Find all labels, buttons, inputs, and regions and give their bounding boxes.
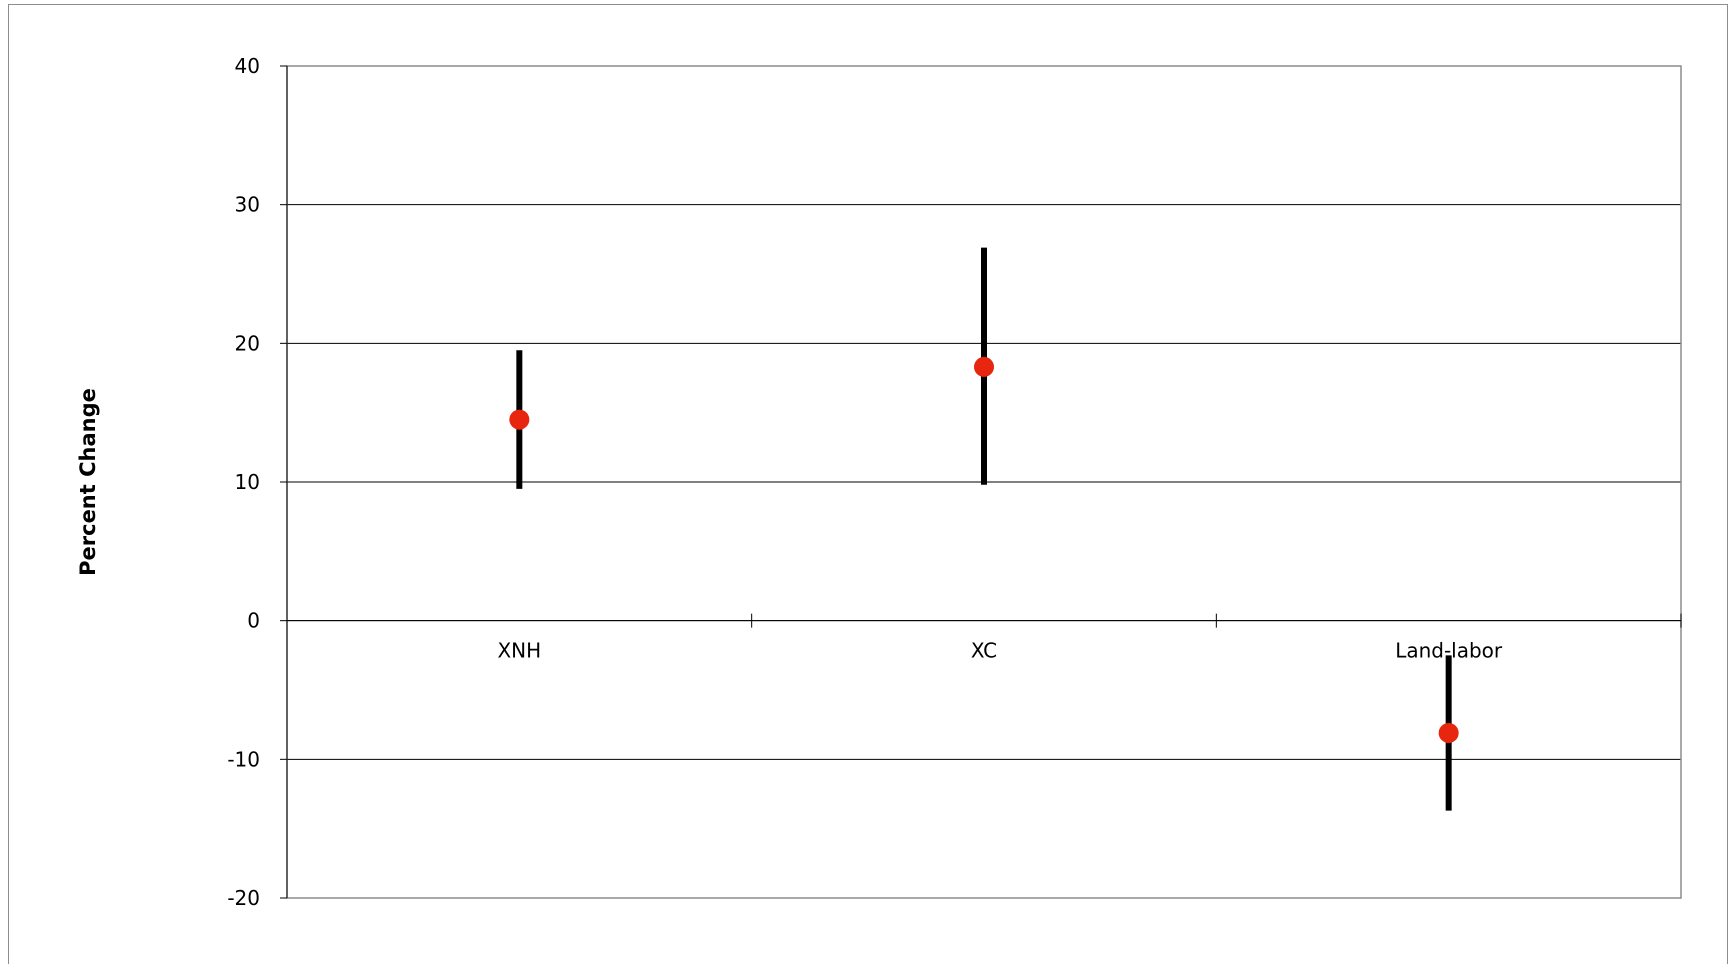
chart-frame <box>8 4 1728 964</box>
x-tick-label-1: XC <box>971 639 997 663</box>
data-point-0 <box>509 409 530 430</box>
y-tick-label-5: 30 <box>235 193 260 217</box>
data-point-1 <box>974 356 994 377</box>
error-bars <box>516 247 1452 811</box>
y-tick-label-2: 0 <box>247 609 260 633</box>
y-tick-label-3: 10 <box>235 470 260 494</box>
y-tick-label-6: 40 <box>235 54 260 78</box>
x-tick-label-0: XNH <box>497 639 541 663</box>
y-tick-label-1: -10 <box>227 747 260 771</box>
y-axis-title: Percent Change <box>76 388 100 576</box>
data-point-2 <box>1438 722 1459 743</box>
x-tick-labels: XNH XC Land-labor <box>497 639 1502 663</box>
y-tick-label-4: 20 <box>235 331 260 355</box>
data-points <box>509 356 1459 743</box>
axes <box>280 65 1682 899</box>
y-tick-labels: -20 -10 0 10 20 30 40 <box>227 54 260 910</box>
y-tick-label-0: -20 <box>227 886 260 910</box>
